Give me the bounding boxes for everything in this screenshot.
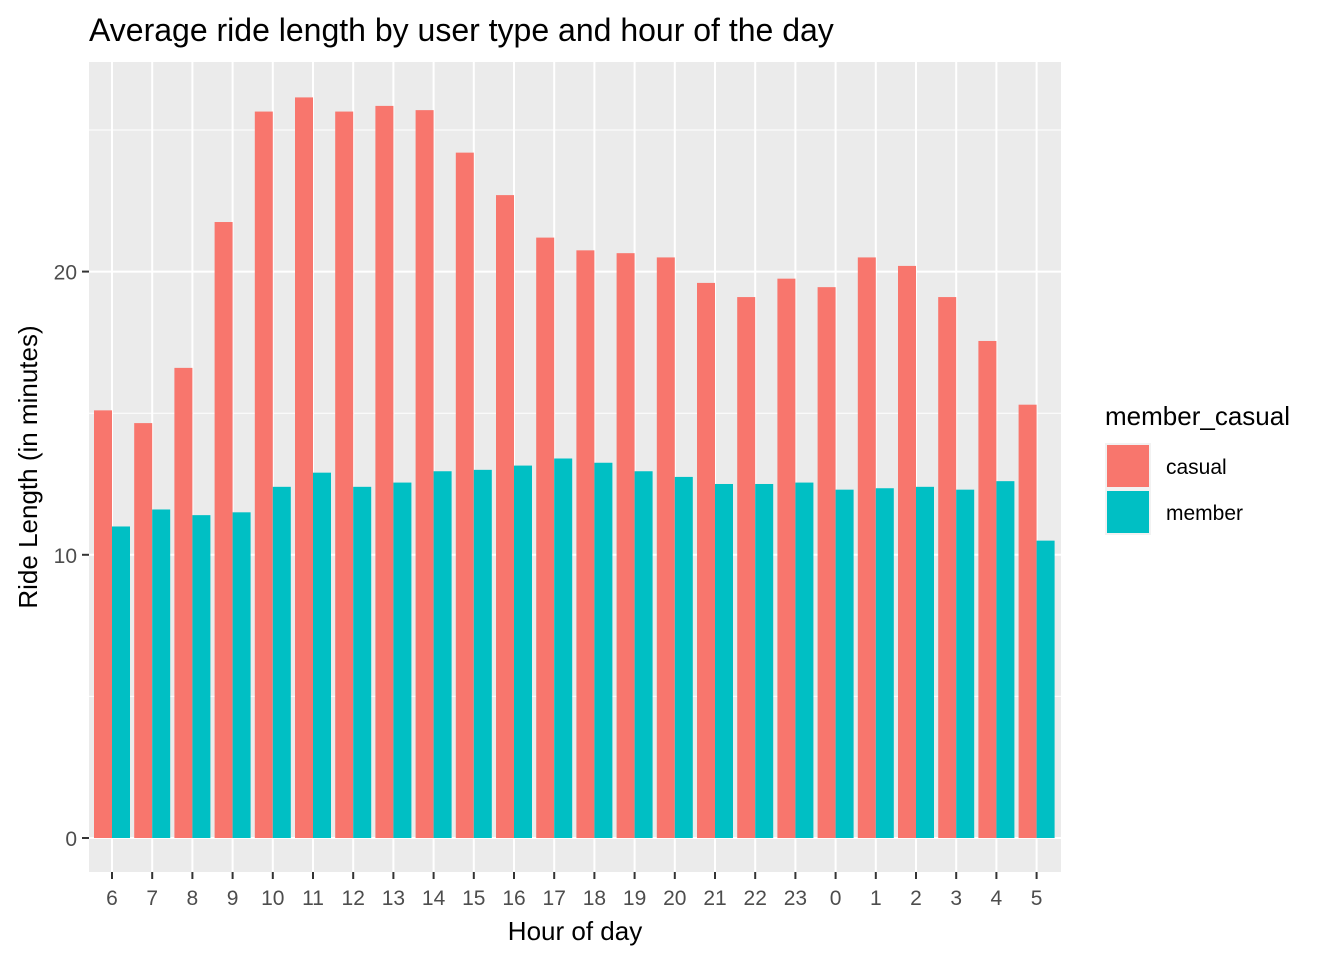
bar-member-15 (473, 469, 492, 839)
bar-casual-18 (576, 250, 595, 839)
x-tick-label: 6 (106, 887, 118, 910)
x-tick-label: 1 (870, 887, 882, 910)
legend-title: member_casual (1105, 401, 1290, 431)
x-tick-label: 3 (950, 887, 962, 910)
x-tick-label: 21 (703, 887, 726, 910)
y-axis-title: Ride Length (in minutes) (13, 325, 43, 608)
bar-casual-17 (536, 237, 555, 839)
x-tick-label: 15 (462, 887, 485, 910)
x-tick-label: 18 (583, 887, 606, 910)
x-tick-label: 8 (187, 887, 199, 910)
bar-member-23 (795, 482, 814, 839)
x-axis: 6 7 8 9 10 11 12 13 14 15 16 17 18 19 20 21 22 23 0 1 2 3 4 5 (106, 872, 1042, 910)
x-tick-label: 23 (784, 887, 807, 910)
bar-member-3 (956, 489, 975, 839)
bar-member-10 (272, 486, 291, 839)
x-tick-label: 10 (261, 887, 284, 910)
bar-member-13 (393, 482, 412, 839)
bar-member-6 (112, 526, 130, 839)
bar-casual-19 (616, 253, 635, 839)
bar-casual-21 (697, 282, 715, 839)
x-tick-label: 9 (227, 887, 239, 910)
y-tick-label: 0 (65, 828, 77, 851)
x-tick-label: 19 (623, 887, 646, 910)
bar-casual-11 (295, 97, 313, 839)
bar-casual-16 (496, 195, 514, 839)
bar-casual-4 (978, 340, 997, 839)
legend-swatch-member (1107, 491, 1149, 533)
bar-casual-0 (817, 287, 836, 839)
bar-member-19 (634, 471, 653, 839)
x-tick-label: 22 (744, 887, 767, 910)
x-tick-label: 16 (502, 887, 525, 910)
bar-member-7 (152, 509, 171, 839)
x-tick-label: 4 (991, 887, 1003, 910)
x-tick-label: 12 (342, 887, 365, 910)
legend: member_casual casual member (1105, 401, 1290, 535)
bar-member-8 (192, 515, 211, 839)
legend-swatch-casual (1107, 445, 1149, 487)
bar-member-17 (554, 458, 573, 839)
y-tick-label: 20 (54, 262, 77, 285)
x-tick-label: 5 (1031, 887, 1043, 910)
x-tick-label: 0 (830, 887, 842, 910)
bar-member-14 (433, 471, 452, 839)
chart-title: Average ride length by user type and hou… (89, 12, 834, 48)
bar-member-18 (594, 462, 613, 839)
bars (94, 97, 1055, 839)
y-tick-label: 10 (54, 545, 77, 568)
bar-casual-7 (134, 423, 153, 839)
bar-casual-10 (254, 111, 273, 839)
bar-casual-8 (174, 367, 193, 839)
x-tick-label: 14 (422, 887, 446, 910)
bar-member-4 (996, 481, 1015, 839)
bar-member-5 (1036, 540, 1055, 839)
bar-casual-3 (938, 297, 957, 839)
legend-label-member: member (1166, 502, 1243, 525)
bar-member-1 (875, 488, 894, 839)
bar-member-0 (835, 489, 854, 839)
bar-casual-12 (335, 111, 354, 839)
bar-casual-23 (777, 278, 796, 839)
bar-member-16 (514, 465, 532, 839)
bar-member-21 (715, 483, 733, 839)
x-tick-label: 17 (543, 887, 566, 910)
bar-member-11 (313, 472, 331, 839)
legend-label-casual: casual (1166, 456, 1227, 479)
bar-casual-15 (455, 152, 474, 839)
bar-casual-22 (737, 297, 756, 839)
bar-member-2 (916, 486, 934, 839)
bar-casual-5 (1018, 404, 1037, 839)
x-tick-label: 7 (146, 887, 158, 910)
x-tick-label: 11 (302, 887, 324, 910)
x-tick-label: 2 (910, 887, 922, 910)
bar-casual-9 (214, 222, 233, 839)
bar-casual-1 (857, 257, 876, 839)
x-tick-label: 20 (663, 887, 686, 910)
bar-casual-2 (898, 265, 916, 839)
x-axis-title: Hour of day (508, 916, 642, 946)
bar-member-20 (674, 476, 693, 839)
bar-member-12 (353, 486, 372, 839)
bar-casual-13 (375, 105, 394, 839)
bar-member-22 (755, 483, 774, 839)
bar-casual-14 (415, 110, 434, 839)
y-axis: 0 10 20 (54, 262, 89, 851)
bar-casual-20 (656, 257, 675, 839)
bar-casual-6 (94, 410, 112, 839)
x-tick-label: 13 (382, 887, 405, 910)
bar-member-9 (232, 512, 251, 839)
